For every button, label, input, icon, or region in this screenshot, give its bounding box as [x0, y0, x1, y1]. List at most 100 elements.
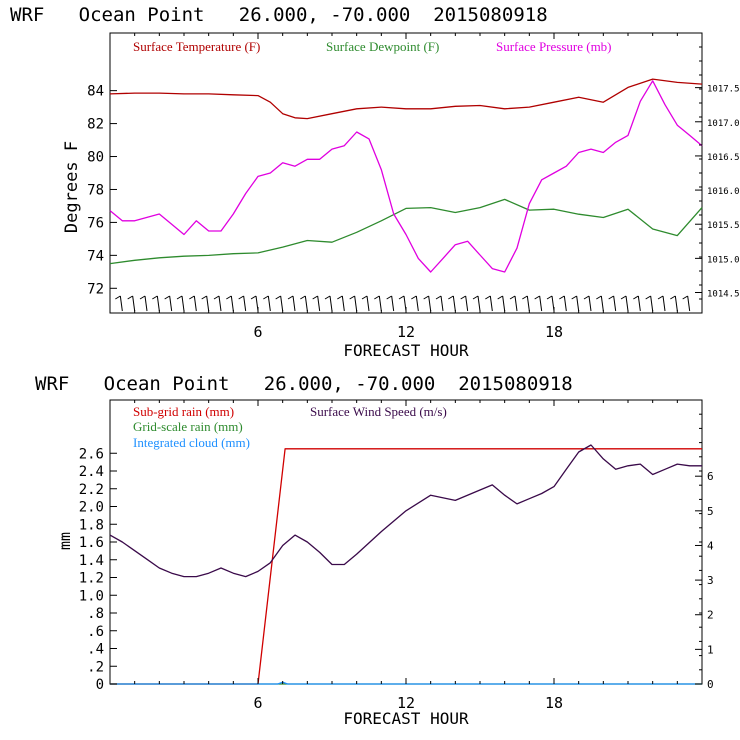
wind-barb [300, 295, 308, 312]
wind-barb [423, 295, 432, 312]
x-tick-label: 6 [253, 323, 262, 341]
y-tick-label: 78 [87, 182, 104, 198]
precipitation-wind-panel: WRF Ocean Point 26.000, -70.000 20150809… [35, 373, 714, 728]
wind-barb [559, 295, 567, 312]
y2-tick-label: 1017.5 [707, 85, 740, 95]
legend-entry-subgrid-rain: Sub-grid rain (mm) [133, 404, 234, 419]
y2-tick-label: 0 [707, 678, 714, 691]
y2-tick-label: 1015.5 [707, 221, 740, 231]
y2-tick-label: 4 [707, 539, 714, 552]
y2-tick-label: 3 [707, 574, 714, 587]
wind-barb [608, 295, 617, 312]
wind-barb [324, 295, 333, 312]
y2-tick-label: 1014.5 [707, 290, 740, 300]
wind-barb [337, 295, 345, 312]
y-tick-label: 1.4 [79, 553, 104, 569]
wind-barb [448, 295, 456, 312]
legend-entry-pressure: Surface Pressure (mb) [496, 39, 612, 54]
wind-barb [201, 295, 210, 312]
y-tick-label: 2.4 [79, 464, 104, 480]
panel-title: WRF Ocean Point 26.000, -70.000 20150809… [10, 4, 548, 26]
wind-barb [645, 295, 654, 312]
y-tick-label: .4 [87, 642, 104, 658]
wind-barb [361, 295, 370, 312]
wind-barb [139, 295, 148, 312]
y2-tick-label: 1015.0 [707, 255, 740, 265]
y-tick-label: 0 [96, 677, 104, 693]
wind-barb [522, 295, 530, 312]
wind-barb [275, 295, 284, 312]
wind-barb [682, 295, 691, 312]
wind-barb [164, 295, 173, 312]
x-tick-label: 6 [253, 694, 262, 712]
y-tick-label: .6 [87, 624, 104, 640]
y2-tick-label: 2 [707, 609, 714, 622]
y-tick-label: 80 [87, 150, 104, 166]
legend-entry-temperature: Surface Temperature (F) [133, 39, 260, 54]
y-tick-label: .8 [87, 606, 104, 622]
wind-barb [583, 295, 592, 312]
wind-barb [386, 295, 395, 312]
y-tick-label: 82 [87, 117, 104, 133]
y-tick-label: 74 [87, 248, 104, 264]
wind-barb [374, 295, 382, 312]
wind-barb [263, 295, 271, 312]
panel-title: WRF Ocean Point 26.000, -70.000 20150809… [35, 373, 573, 395]
y2-tick-label: 1017.0 [707, 119, 740, 129]
y2-tick-label: 6 [707, 470, 714, 483]
wind-barb [287, 295, 296, 312]
series-line-surface-pressure [109, 80, 703, 273]
x-tick-label: 18 [545, 694, 563, 712]
x-axis-label: FORECAST HOUR [343, 709, 469, 728]
x-axis-label: FORECAST HOUR [343, 341, 469, 360]
y2-tick-label: 1016.0 [707, 187, 740, 197]
wind-barb [497, 295, 506, 312]
series-line-surface-wind-speed [109, 444, 702, 578]
wind-barb [127, 295, 136, 312]
y2-tick-label: 1016.5 [707, 153, 740, 163]
wind-barb [596, 295, 604, 312]
wind-barb [152, 295, 160, 312]
wind-barb [349, 295, 358, 312]
temperature-panel: WRF Ocean Point 26.000, -70.000 20150809… [10, 4, 740, 360]
y-tick-label: 2.2 [79, 482, 104, 498]
y-tick-label: 76 [87, 215, 104, 231]
y-tick-label: 1.8 [79, 517, 104, 533]
wind-barb [435, 295, 444, 312]
wind-barb [189, 295, 197, 312]
wind-barb [485, 295, 493, 312]
x-tick-label: 18 [545, 323, 563, 341]
y-axis-label: mm [56, 532, 74, 550]
legend-entry-gridscale-rain: Grid-scale rain (mm) [133, 419, 243, 434]
x-tick-label: 12 [397, 694, 415, 712]
wind-barb [534, 295, 543, 312]
legend: Sub-grid rain (mm) Grid-scale rain (mm) … [133, 404, 447, 450]
y-tick-label: 1.2 [79, 571, 104, 587]
legend: Surface Temperature (F) Surface Dewpoint… [133, 39, 612, 54]
wind-barb [620, 295, 629, 312]
wind-barb [226, 295, 234, 312]
y-tick-label: 1.6 [79, 535, 104, 551]
y-tick-label: 2.6 [79, 446, 104, 462]
wind-barb [460, 295, 469, 312]
y-tick-label: 72 [87, 281, 104, 297]
y-tick-label: 84 [87, 84, 104, 100]
y-tick-label: .2 [87, 659, 104, 675]
series-line-surface-temperature [109, 78, 703, 120]
y-tick-label: 1.0 [79, 588, 104, 604]
y2-tick-label: 5 [707, 505, 714, 518]
y-tick-label: 2.0 [79, 500, 104, 516]
legend-entry-integrated-cloud: Integrated cloud (mm) [133, 435, 250, 450]
x-tick-label: 12 [397, 323, 415, 341]
wind-barb [670, 295, 678, 312]
wind-barb [509, 295, 518, 312]
wind-barb [472, 295, 481, 312]
wind-barb [571, 295, 580, 312]
wind-barb [657, 295, 666, 312]
wind-barb [633, 295, 641, 312]
wind-barb [213, 295, 222, 312]
wind-barb [176, 295, 185, 312]
y-axis-label: Degrees F [62, 141, 82, 233]
wind-barb [115, 295, 123, 312]
